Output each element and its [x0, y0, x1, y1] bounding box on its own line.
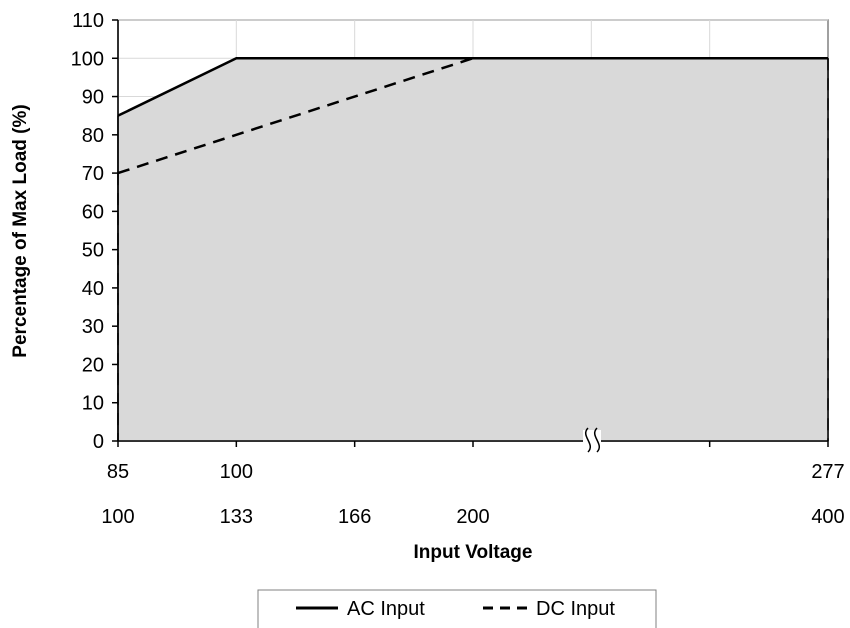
y-tick-label: 80	[82, 125, 104, 147]
x-tick-label-ac: 85	[107, 461, 129, 483]
x-tick-label-ac: 277	[811, 461, 844, 483]
y-tick-label: 0	[93, 431, 104, 453]
x-tick-labels: 85 100 277 100 133 166 200 400	[101, 461, 844, 528]
x-tick-label-dc: 400	[811, 506, 844, 528]
y-tick-label: 90	[82, 87, 104, 109]
y-tick-label: 110	[72, 10, 104, 32]
axis-break-icon	[583, 427, 601, 454]
y-tick-label: 20	[82, 354, 104, 376]
legend-dc-label: DC Input	[536, 598, 615, 620]
x-tick-label-dc: 166	[338, 506, 371, 528]
x-tick-label-dc: 100	[101, 506, 134, 528]
y-ticks: 0 10 20 30 40 50 60 70 80 90 100 110	[71, 10, 118, 453]
x-axis-title: Input Voltage	[414, 542, 533, 563]
y-tick-label: 60	[82, 201, 104, 223]
y-tick-label: 40	[82, 278, 104, 300]
y-tick-label: 50	[82, 240, 104, 262]
y-tick-label: 100	[71, 48, 104, 70]
legend: AC Input DC Input	[257, 589, 657, 628]
legend-ac-label: AC Input	[347, 598, 425, 620]
y-tick-label: 70	[82, 163, 104, 185]
feasible-region-area	[118, 58, 828, 441]
x-tick-label-dc: 133	[220, 506, 253, 528]
x-tick-label-ac: 100	[220, 461, 253, 483]
y-tick-label: 30	[82, 316, 104, 338]
y-tick-label: 10	[82, 393, 104, 415]
x-tick-label-dc: 200	[456, 506, 489, 528]
series-line-dc	[117, 57, 828, 175]
x-ticks	[117, 441, 829, 447]
y-axis-title: Percentage of Max Load (%)	[10, 104, 31, 357]
